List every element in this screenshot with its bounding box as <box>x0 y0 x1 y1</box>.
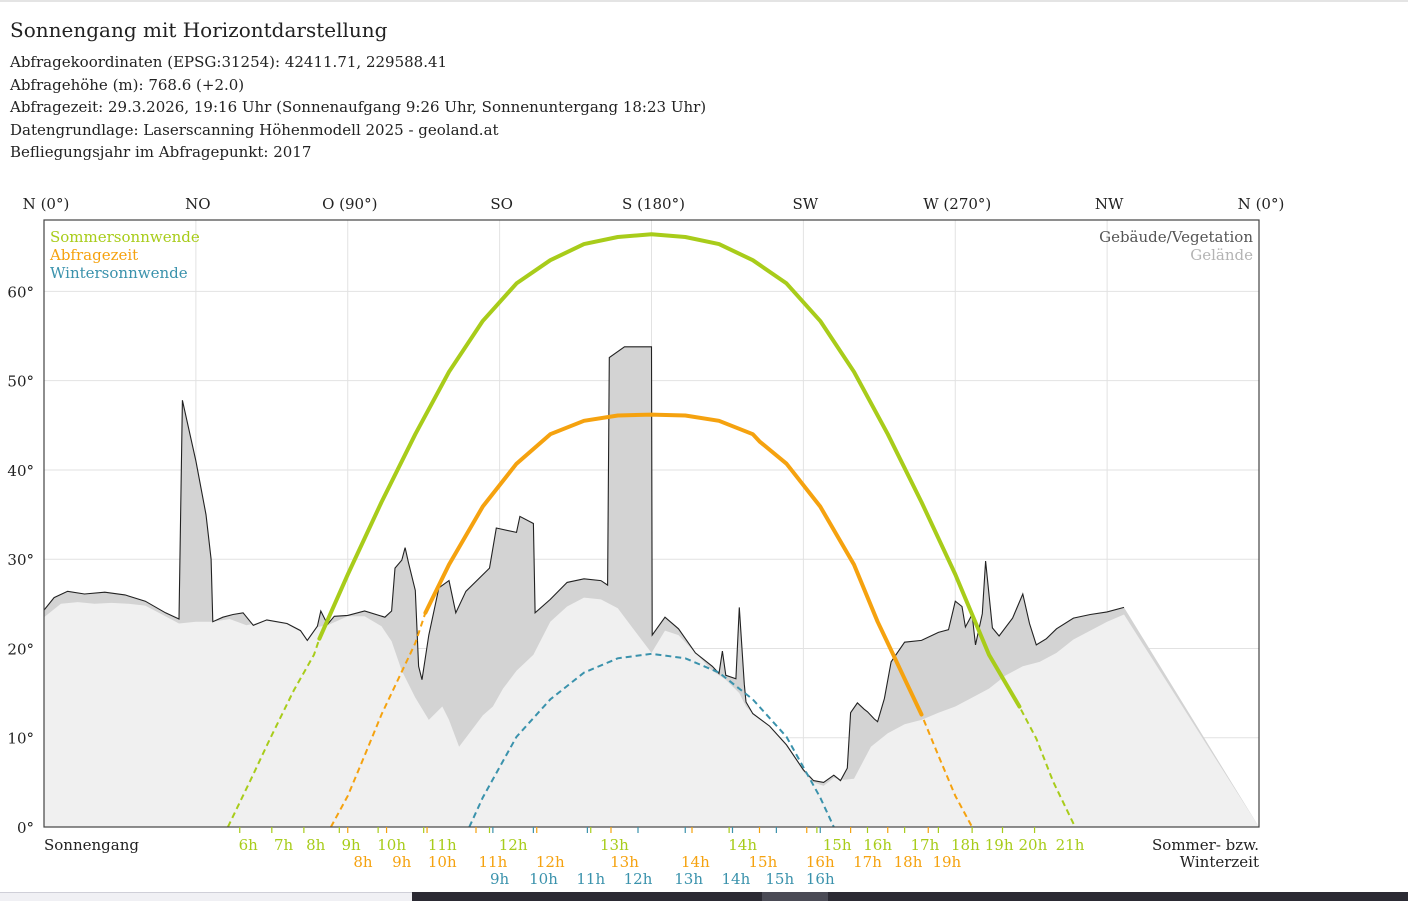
hour-label-row0-10: 16h <box>863 836 892 854</box>
legend-left-2: Wintersonnwende <box>50 264 188 282</box>
horizon-buildings-line <box>44 346 1125 783</box>
direction-label-3: SO <box>490 195 513 213</box>
hour-label-row0-15: 21h <box>1056 836 1085 854</box>
hour-label-row1-1: 9h <box>392 853 412 871</box>
hour-label-row2-2: 11h <box>576 870 605 888</box>
hour-label-row0-5: 11h <box>428 836 457 854</box>
hour-label-row2-5: 14h <box>722 870 751 888</box>
plot-frame <box>43 219 1260 828</box>
hour-label-row1-10: 18h <box>894 853 923 871</box>
hour-label-row1-11: 19h <box>932 853 961 871</box>
hour-label-row0-7: 13h <box>600 836 629 854</box>
sun-path-solid-1 <box>423 412 924 717</box>
hour-label-row0-12: 18h <box>951 836 980 854</box>
info-query-time: Abfragezeit: 29.3.2026, 19:16 Uhr (Sonne… <box>10 98 707 117</box>
hour-label-row0-1: 7h <box>274 836 294 854</box>
hour-label-row0-2: 8h <box>306 836 326 854</box>
hour-label-row0-13: 19h <box>985 836 1014 854</box>
hour-label-row0-6: 12h <box>499 836 528 854</box>
page-title: Sonnengang mit Horizontdarstellung <box>10 18 388 42</box>
hour-label-row0-4: 10h <box>377 836 406 854</box>
hour-label-row0-9: 15h <box>823 836 852 854</box>
y-tick-label-3: 30° <box>7 551 34 569</box>
hour-label-row1-0: 8h <box>353 853 373 871</box>
hour-label-row2-3: 12h <box>624 870 653 888</box>
taskbar-tab[interactable] <box>762 892 828 901</box>
bottom-right-label-2: Winterzeit <box>1180 853 1259 871</box>
y-tick-label-1: 10° <box>7 730 34 748</box>
hour-label-row0-0: 6h <box>239 836 259 854</box>
hour-label-row2-1: 10h <box>529 870 558 888</box>
direction-label-2: O (90°) <box>322 195 377 213</box>
y-tick-label-0: 0° <box>17 819 34 837</box>
hour-label-row1-2: 10h <box>428 853 457 871</box>
y-tick-label-5: 50° <box>7 373 34 391</box>
hour-label-row1-8: 16h <box>806 853 835 871</box>
hour-label-row1-9: 17h <box>853 853 882 871</box>
direction-label-6: W (270°) <box>923 195 991 213</box>
info-data-source: Datengrundlage: Laserscanning Höhenmodel… <box>10 120 499 139</box>
header: Sonnengang mit Horizontdarstellung Abfra… <box>10 18 706 164</box>
sun-path-solid-0 <box>317 232 1022 709</box>
horizon-terrain-area <box>44 597 1259 827</box>
hour-label-row1-4: 12h <box>536 853 565 871</box>
top-rule <box>0 0 1408 2</box>
hour-label-row2-4: 13h <box>674 870 703 888</box>
taskbar-left <box>0 892 412 901</box>
info-height: Abfragehöhe (m): 768.6 (+2.0) <box>10 75 245 94</box>
hour-label-row1-5: 13h <box>610 853 639 871</box>
horizon-group <box>44 232 1259 827</box>
legend-left-1: Abfragezeit <box>49 246 138 264</box>
hour-label-row0-3: 9h <box>342 836 362 854</box>
hour-label-row1-3: 11h <box>479 853 508 871</box>
direction-label-4: S (180°) <box>622 195 685 213</box>
legend-right-1: Gelände <box>1190 246 1253 264</box>
y-tick-label-4: 40° <box>7 462 34 480</box>
hour-label-row0-11: 17h <box>911 836 940 854</box>
sun-path-dashed-2 <box>468 652 835 827</box>
y-tick-label-2: 20° <box>7 640 34 658</box>
hour-label-row2-7: 16h <box>806 870 835 888</box>
direction-label-7: NW <box>1095 195 1124 213</box>
hour-label-row1-6: 14h <box>681 853 710 871</box>
direction-label-8: N (0°) <box>1238 195 1285 213</box>
hour-label-row0-8: 14h <box>728 836 757 854</box>
hour-label-row1-7: 15h <box>749 853 778 871</box>
direction-label-1: NO <box>185 195 210 213</box>
hour-label-row0-14: 20h <box>1019 836 1048 854</box>
legend-right-0: Gebäude/Vegetation <box>1099 228 1253 246</box>
info-coordinates: Abfragekoordinaten (EPSG:31254): 42411.7… <box>10 53 448 71</box>
hour-label-row2-0: 9h <box>490 870 510 888</box>
sun-path-chart: N (0°) NO O (90°) SO S (180°) SW W (270°) NW N (… <box>7 195 1285 888</box>
legend-left-0: Sommersonnwende <box>50 228 200 246</box>
direction-label-0: N (0°) <box>23 195 70 213</box>
hour-label-row2-6: 15h <box>765 870 794 888</box>
y-tick-label-6: 60° <box>7 283 34 301</box>
bottom-right-label-1: Sommer- bzw. <box>1152 836 1259 854</box>
info-flight-year: Befliegungsjahr im Abfragepunkt: 2017 <box>10 143 312 162</box>
bottom-left-label: Sonnengang <box>44 836 139 854</box>
direction-label-5: SW <box>793 195 819 213</box>
taskbar <box>412 892 1408 901</box>
